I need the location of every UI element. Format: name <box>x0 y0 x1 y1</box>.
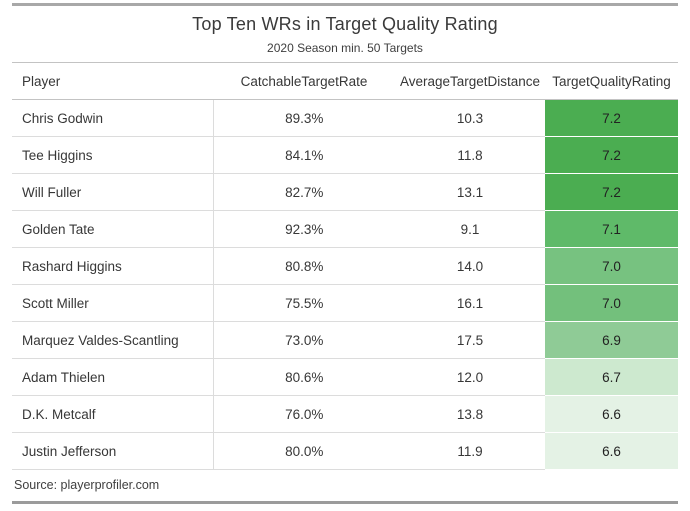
average-target-distance-cell: 17.5 <box>395 321 545 359</box>
table-frame: Top Ten WRs in Target Quality Rating 202… <box>12 3 678 504</box>
player-cell: Chris Godwin <box>12 99 214 137</box>
target-quality-rating-cell: 6.7 <box>545 358 678 396</box>
target-quality-rating-cell: 7.0 <box>545 247 678 285</box>
column-header-catchable-target-rate: CatchableTargetRate <box>213 62 395 100</box>
catchable-target-rate-cell: 75.5% <box>213 284 395 322</box>
average-target-distance-cell: 13.8 <box>395 395 545 433</box>
table-header: Player CatchableTargetRate AverageTarget… <box>12 62 678 100</box>
average-target-distance-cell: 11.8 <box>395 136 545 174</box>
column-header-player: Player <box>12 62 213 100</box>
table-row: Rashard Higgins 80.8% 14.0 7.0 <box>12 247 678 285</box>
catchable-target-rate-cell: 82.7% <box>213 173 395 211</box>
player-cell: Rashard Higgins <box>12 247 214 285</box>
average-target-distance-cell: 10.3 <box>395 99 545 137</box>
average-target-distance-cell: 9.1 <box>395 210 545 248</box>
page-title: Top Ten WRs in Target Quality Rating <box>192 14 498 34</box>
target-quality-rating-cell: 6.6 <box>545 395 678 433</box>
table-row: Chris Godwin 89.3% 10.3 7.2 <box>12 99 678 137</box>
average-target-distance-cell: 13.1 <box>395 173 545 211</box>
table-row: Marquez Valdes-Scantling 73.0% 17.5 6.9 <box>12 321 678 359</box>
catchable-target-rate-cell: 80.8% <box>213 247 395 285</box>
table-row: Justin Jefferson 80.0% 11.9 6.6 <box>12 432 678 470</box>
target-quality-rating-cell: 7.0 <box>545 284 678 322</box>
catchable-target-rate-cell: 84.1% <box>213 136 395 174</box>
player-cell: Marquez Valdes-Scantling <box>12 321 214 359</box>
average-target-distance-cell: 12.0 <box>395 358 545 396</box>
player-cell: Tee Higgins <box>12 136 214 174</box>
player-cell: D.K. Metcalf <box>12 395 214 433</box>
header-row: Player CatchableTargetRate AverageTarget… <box>12 62 678 100</box>
table-row: Adam Thielen 80.6% 12.0 6.7 <box>12 358 678 396</box>
source-note: Source: playerprofiler.com <box>14 478 160 492</box>
average-target-distance-cell: 14.0 <box>395 247 545 285</box>
player-cell: Justin Jefferson <box>12 432 214 470</box>
table-row: Scott Miller 75.5% 16.1 7.0 <box>12 284 678 322</box>
target-quality-rating-cell: 7.1 <box>545 210 678 248</box>
column-header-average-target-distance: AverageTargetDistance <box>395 62 545 100</box>
table-body: Chris Godwin 89.3% 10.3 7.2 Tee Higgins 84.1%… <box>12 99 678 470</box>
catchable-target-rate-cell: 76.0% <box>213 395 395 433</box>
title-block: Top Ten WRs in Target Quality Rating 202… <box>12 6 678 62</box>
target-quality-rating-cell: 6.6 <box>545 432 678 470</box>
table-row: Golden Tate 92.3% 9.1 7.1 <box>12 210 678 248</box>
target-quality-rating-cell: 6.9 <box>545 321 678 359</box>
stats-table: Player CatchableTargetRate AverageTarget… <box>12 62 678 470</box>
catchable-target-rate-cell: 73.0% <box>213 321 395 359</box>
table-row: Will Fuller 82.7% 13.1 7.2 <box>12 173 678 211</box>
column-header-target-quality-rating: TargetQualityRating <box>545 62 678 100</box>
catchable-target-rate-cell: 92.3% <box>213 210 395 248</box>
average-target-distance-cell: 16.1 <box>395 284 545 322</box>
table-row: Tee Higgins 84.1% 11.8 7.2 <box>12 136 678 174</box>
player-cell: Will Fuller <box>12 173 214 211</box>
player-cell: Scott Miller <box>12 284 214 322</box>
player-cell: Adam Thielen <box>12 358 214 396</box>
target-quality-rating-cell: 7.2 <box>545 136 678 174</box>
catchable-target-rate-cell: 80.6% <box>213 358 395 396</box>
average-target-distance-cell: 11.9 <box>395 432 545 470</box>
table-row: D.K. Metcalf 76.0% 13.8 6.6 <box>12 395 678 433</box>
target-quality-rating-cell: 7.2 <box>545 99 678 137</box>
player-cell: Golden Tate <box>12 210 214 248</box>
page-subtitle: 2020 Season min. 50 Targets <box>267 41 423 55</box>
catchable-target-rate-cell: 80.0% <box>213 432 395 470</box>
target-quality-rating-cell: 7.2 <box>545 173 678 211</box>
catchable-target-rate-cell: 89.3% <box>213 99 395 137</box>
